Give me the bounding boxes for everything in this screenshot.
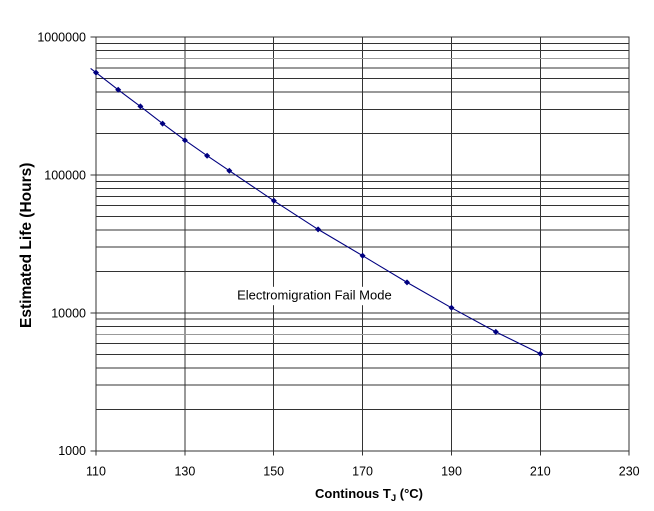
svg-text:150: 150 xyxy=(263,464,284,478)
svg-text:210: 210 xyxy=(530,464,551,478)
svg-text:110: 110 xyxy=(86,464,106,478)
svg-text:1000: 1000 xyxy=(58,444,86,458)
svg-text:Electromigration Fail Mode: Electromigration Fail Mode xyxy=(237,288,392,303)
svg-text:100000: 100000 xyxy=(44,169,86,183)
svg-text:190: 190 xyxy=(441,464,462,478)
svg-text:230: 230 xyxy=(619,464,640,478)
svg-text:10000: 10000 xyxy=(51,306,86,320)
svg-text:Continous TJ (°C): Continous TJ (°C) xyxy=(315,486,423,504)
svg-text:1000000: 1000000 xyxy=(37,31,86,45)
svg-text:170: 170 xyxy=(352,464,373,478)
svg-text:Estimated Life (Hours): Estimated Life (Hours) xyxy=(18,163,35,328)
svg-text:130: 130 xyxy=(174,464,195,478)
